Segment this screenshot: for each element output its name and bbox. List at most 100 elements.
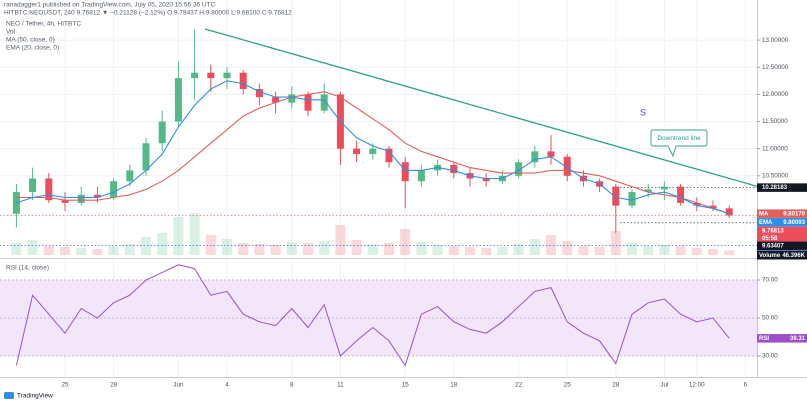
volume xyxy=(11,213,735,255)
y-tick-label: 70.00 xyxy=(762,277,778,284)
rsi-tag-name: RSI xyxy=(759,336,769,342)
candle-body xyxy=(191,72,199,79)
volume-bar xyxy=(76,248,87,255)
volume-tag-label: 46.396K xyxy=(782,253,805,259)
volume-bar xyxy=(594,247,605,255)
volume-bar xyxy=(189,213,200,255)
x-tick-label: 15 xyxy=(402,382,410,389)
x-tick-label: 8 xyxy=(290,382,294,389)
price-tag-label: 9.80093 xyxy=(783,220,805,226)
candle-body xyxy=(547,151,555,157)
volume-bar xyxy=(513,244,524,255)
footer: TradingView xyxy=(4,392,53,400)
volume-bar xyxy=(335,225,346,255)
volume-bar xyxy=(238,243,249,255)
volume-bar xyxy=(432,245,443,255)
x-tick-label: Jul xyxy=(660,382,668,389)
volume-bar xyxy=(43,246,54,255)
candle-body xyxy=(401,162,409,182)
legend-ema: EMA (20, close, 0) xyxy=(6,45,59,52)
volume-bar xyxy=(141,237,151,255)
y-tick-label: 12.00000 xyxy=(762,91,789,98)
y-tick-label: 10.50000 xyxy=(762,172,789,179)
legend-ma: MA (50, close, 0) xyxy=(6,37,55,44)
y-tick-label: 11.00000 xyxy=(762,145,788,152)
volume-bar xyxy=(416,242,427,255)
candle-body xyxy=(12,192,20,214)
x-tick-label: 4 xyxy=(225,382,229,389)
rsi-tag xyxy=(757,334,807,343)
y-tick-label: 11.50000 xyxy=(762,118,788,125)
price-tag xyxy=(757,218,807,227)
volume-bar xyxy=(546,235,556,255)
volume-bar xyxy=(562,241,573,255)
volume-tag-name: Volume xyxy=(759,253,781,259)
annotation-text: Downtrend line xyxy=(657,135,701,142)
candles xyxy=(12,29,733,233)
volume-bar xyxy=(11,243,22,255)
candle-body xyxy=(45,178,53,201)
price-tag-label: 9.63407 xyxy=(762,243,784,249)
candle-body xyxy=(158,121,166,144)
price-tag xyxy=(757,209,807,218)
x-tick-label: 25 xyxy=(61,382,69,389)
indicator-line xyxy=(16,91,730,215)
candle-body xyxy=(612,186,620,206)
guides xyxy=(0,187,757,246)
y-tick-label: 12.50000 xyxy=(762,64,789,71)
candle-body xyxy=(482,178,490,182)
candle-body xyxy=(677,186,685,203)
symbol-line: HITBTC:NEOUSDT, 240 9.76812 ▼ −0.21128 (… xyxy=(4,10,292,17)
brand: TradingView xyxy=(17,393,53,400)
candle-body xyxy=(725,208,733,216)
candle-body xyxy=(29,178,37,193)
candle-body xyxy=(110,181,118,198)
x-tick-label: 22 xyxy=(515,382,523,389)
candle-body xyxy=(272,97,280,103)
x-tick-label: 11 xyxy=(337,382,344,389)
x-tick-label: 28 xyxy=(110,382,118,389)
volume-bar xyxy=(303,243,313,255)
annotation-box xyxy=(650,129,708,147)
candle-body xyxy=(61,200,69,203)
volume-bar xyxy=(367,244,378,255)
price-tag-countdown: 05:58 xyxy=(762,236,778,242)
rsi-title: RSI (14, close) xyxy=(6,265,49,272)
candle-body xyxy=(207,72,215,79)
price-tag-name: MA xyxy=(759,211,769,217)
candle-body xyxy=(693,202,701,206)
price-tag-name: EMA xyxy=(759,220,773,226)
volume-bar xyxy=(448,246,459,255)
price-tag-label: 10.28183 xyxy=(762,185,788,191)
x-tick-label: Jun xyxy=(173,382,184,389)
volume-bar xyxy=(643,246,654,255)
candle-body xyxy=(304,94,312,111)
price-tags: 10.28183 MA 9.80170 EMA 9.80093 9.76813 05:589… xyxy=(757,183,807,343)
candle-body xyxy=(369,148,377,155)
axes: 10.50000 11.00000 11.50000 12.00000 12.50000… xyxy=(61,37,788,389)
x-tick-label: 12:00 xyxy=(689,382,705,389)
volume-bar xyxy=(351,240,362,255)
candle-body xyxy=(531,151,539,163)
volume-bar xyxy=(270,245,281,255)
annotation: Downtrend line xyxy=(650,129,708,158)
volume-bar xyxy=(659,245,670,255)
candle-body xyxy=(644,189,652,193)
volume-bar xyxy=(384,243,394,255)
candle-body xyxy=(320,94,328,111)
x-tick-label: 18 xyxy=(450,382,458,389)
volume-tag xyxy=(757,251,807,260)
candle-body xyxy=(142,143,150,171)
volume-bar xyxy=(724,250,735,255)
candle-body xyxy=(223,72,231,79)
chart-title: NEO / Tether, 4h, HITBTC xyxy=(6,21,81,28)
y-tick-label: 30.00 xyxy=(762,353,778,360)
indicator-lines xyxy=(16,80,730,215)
volume-bar xyxy=(254,244,265,255)
candle-body xyxy=(239,72,247,89)
y-tick-label: 13.00000 xyxy=(762,37,789,44)
volume-bar xyxy=(708,249,718,255)
x-tick-label: 28 xyxy=(612,382,620,389)
